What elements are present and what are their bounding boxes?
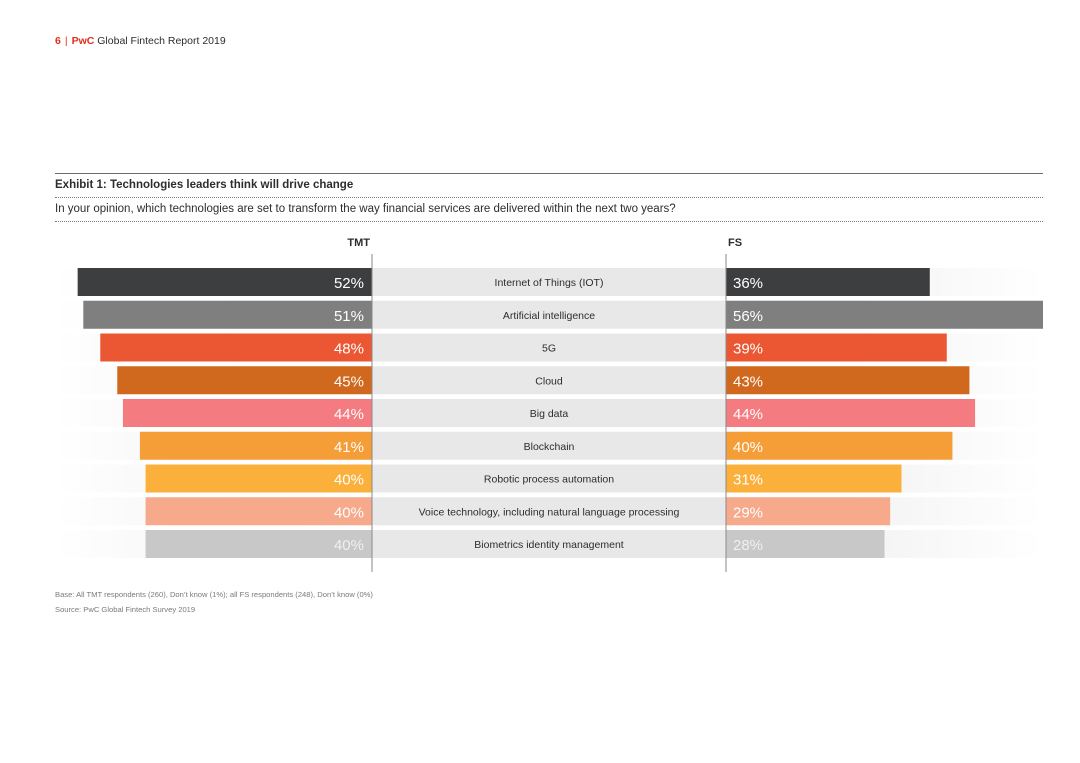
tmt-value-label: 48%	[334, 341, 364, 358]
fs-value-label: 29%	[733, 504, 763, 521]
fs-bar	[726, 300, 1043, 329]
brand-name: PwC	[71, 35, 95, 47]
tmt-value-label: 40%	[334, 472, 364, 489]
tmt-bar	[117, 366, 373, 395]
tmt-bar	[145, 497, 372, 526]
row-band-center	[372, 464, 726, 493]
fs-value-label: 31%	[733, 472, 763, 489]
fs-value-label: 56%	[733, 308, 763, 325]
category-label: Internet of Things (IOT)	[495, 277, 604, 289]
fs-bar	[726, 399, 976, 427]
fs-value-label: 39%	[733, 341, 763, 358]
tmt-bar	[139, 431, 372, 460]
category-label: Blockchain	[524, 441, 575, 453]
fs-bar	[726, 366, 970, 395]
fs-value-label: 28%	[733, 537, 763, 554]
tmt-value-label: 51%	[334, 308, 364, 325]
fs-value-label: 40%	[733, 439, 763, 456]
category-label: Big data	[530, 408, 569, 420]
row-band-center	[372, 268, 726, 296]
category-label: Artificial intelligence	[503, 310, 595, 322]
category-label: 5G	[542, 343, 556, 355]
fs-value-label: 44%	[733, 406, 763, 423]
tmt-value-label: 41%	[334, 439, 364, 456]
right-series-header: FS	[728, 237, 742, 249]
tmt-bar	[145, 464, 372, 493]
row-band-center	[372, 530, 726, 558]
row-band-center	[372, 431, 726, 460]
fs-bar	[726, 431, 953, 460]
fs-bar	[726, 530, 885, 558]
row-band-center	[372, 300, 726, 329]
tmt-value-label: 40%	[334, 504, 364, 521]
fs-bar	[726, 497, 891, 526]
fs-bar	[726, 333, 947, 362]
tmt-bar	[83, 300, 372, 329]
page-header: 6 | PwC Global Fintech Report 2019	[55, 35, 226, 47]
survey-question: In your opinion, which technologies are …	[55, 203, 676, 215]
row-band-center	[372, 333, 726, 362]
tmt-bar	[77, 268, 373, 296]
dotted-divider	[55, 221, 1043, 222]
tmt-value-label: 45%	[334, 373, 364, 390]
butterfly-bar-chart: TMT FS 52% 36% Internet of Things (IOT) 51% 56…	[55, 237, 1043, 572]
footnote-source: Source: PwC Global Fintech Survey 2019	[55, 605, 196, 614]
fs-value-label: 43%	[733, 373, 763, 390]
fs-bar	[726, 268, 930, 296]
exhibit-title: Exhibit 1: Technologies leaders think wi…	[55, 179, 354, 191]
header-separator: |	[64, 35, 68, 47]
left-series-header: TMT	[347, 237, 370, 249]
fs-bar	[726, 464, 902, 493]
category-label: Cloud	[535, 375, 563, 387]
tmt-value-label: 52%	[334, 275, 364, 292]
title-rule	[55, 173, 1043, 174]
page-number: 6	[55, 35, 61, 47]
tmt-bar	[145, 530, 372, 558]
category-label: Biometrics identity management	[474, 539, 623, 551]
tmt-bar	[122, 399, 372, 427]
report-title: Global Fintech Report 2019	[97, 35, 226, 47]
category-label: Robotic process automation	[484, 474, 614, 486]
row-band-center	[372, 497, 726, 526]
fs-value-label: 36%	[733, 275, 763, 292]
footnote-base: Base: All TMT respondents (260), Don’t k…	[55, 590, 373, 599]
row-band-center	[372, 399, 726, 427]
tmt-value-label: 44%	[334, 406, 364, 423]
tmt-value-label: 40%	[334, 537, 364, 554]
dotted-divider	[55, 197, 1043, 198]
category-label: Voice technology, including natural lang…	[419, 506, 680, 518]
tmt-bar	[100, 333, 373, 362]
row-band-center	[372, 366, 726, 395]
